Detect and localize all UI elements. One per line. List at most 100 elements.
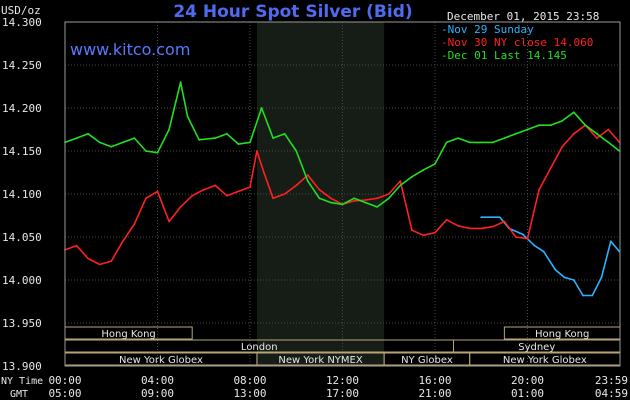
series-point-1 — [283, 193, 286, 195]
y-tick-label: 14.150 — [2, 145, 42, 158]
series-point-0 — [480, 216, 483, 219]
series-point-1 — [133, 223, 136, 226]
x-tick-gmt: 01:00 — [511, 387, 544, 400]
series-point-1 — [468, 227, 471, 230]
series-point-2 — [503, 137, 506, 140]
x-tick-gmt: 09:00 — [141, 387, 174, 400]
series-point-2 — [468, 141, 471, 144]
series-point-1 — [364, 199, 367, 201]
x-tick-ny: 12:00 — [326, 374, 359, 387]
series-point-0 — [600, 276, 603, 279]
x-tick-ny: 00:00 — [48, 374, 81, 387]
series-point-1 — [145, 197, 147, 200]
series-point-1 — [387, 193, 390, 195]
series-point-1 — [607, 128, 610, 131]
series-point-2 — [237, 143, 240, 146]
x-tick-gmt: 05:00 — [48, 387, 81, 400]
series-point-2 — [283, 132, 286, 135]
series-point-0 — [563, 276, 566, 279]
series-point-1 — [272, 197, 275, 200]
series-point-2 — [156, 151, 159, 154]
series-point-1 — [353, 199, 355, 202]
series-point-1 — [214, 184, 217, 187]
x-tick-ny: 08:00 — [233, 374, 266, 387]
series-point-2 — [249, 141, 251, 144]
series-point-2 — [457, 137, 460, 140]
series-point-2 — [422, 169, 425, 171]
series-point-1 — [422, 234, 425, 237]
y-tick-label: 13.900 — [2, 360, 42, 373]
market-label: New York NYMEX — [278, 355, 363, 366]
series-point-2 — [168, 128, 170, 131]
x-tick-gmt: 04:59 — [595, 387, 628, 400]
series-point-2 — [572, 111, 575, 114]
series-point-1 — [561, 145, 564, 148]
series-point-0 — [554, 268, 557, 271]
series-point-2 — [186, 115, 189, 118]
y-tick-label: 14.250 — [2, 59, 42, 72]
chart-title: 24 Hour Spot Silver (Bid) — [173, 2, 412, 22]
series-point-0 — [609, 240, 612, 243]
series-point-2 — [445, 141, 448, 144]
series-point-2 — [306, 180, 309, 183]
series-point-2 — [330, 201, 332, 204]
series-point-2 — [225, 132, 228, 135]
series-point-1 — [595, 137, 598, 140]
series-point-1 — [202, 188, 205, 191]
series-point-1 — [410, 229, 413, 232]
market-label: NY Globex — [401, 355, 453, 366]
series-line-1 — [64, 124, 621, 266]
series-point-1 — [503, 220, 506, 223]
series-point-1 — [249, 186, 251, 189]
series-point-1 — [399, 180, 402, 183]
series-point-1 — [434, 231, 436, 234]
series-point-2 — [376, 206, 379, 208]
series-point-2 — [214, 137, 217, 140]
series-point-2 — [584, 124, 587, 127]
x-tick-ny: 16:00 — [418, 374, 451, 387]
series-point-2 — [198, 138, 201, 141]
series-point-2 — [121, 141, 124, 144]
series-point-1 — [237, 190, 240, 193]
y-tick-label: 13.950 — [2, 317, 42, 330]
series-point-2 — [75, 137, 78, 140]
series-point-2 — [399, 184, 402, 187]
y-axis-label: USD/oz — [1, 4, 41, 17]
series-point-1 — [168, 220, 170, 223]
x-tick-ny: 04:00 — [141, 374, 174, 387]
series-point-2 — [295, 150, 298, 152]
series-point-1 — [121, 240, 124, 243]
series-point-2 — [549, 124, 552, 127]
market-label: Hong Kong — [535, 329, 589, 340]
series-point-2 — [272, 137, 275, 140]
series-point-2 — [387, 197, 390, 200]
series-point-2 — [145, 150, 147, 152]
y-tick-label: 14.000 — [2, 274, 42, 287]
series-point-1 — [75, 244, 78, 247]
x-tick-ny: 23:59 — [595, 374, 628, 387]
x-tick-gmt: 17:00 — [326, 387, 359, 400]
series-point-1 — [330, 197, 332, 200]
series-point-1 — [526, 237, 529, 240]
legend-entry: -Nov 30 NY close 14.060 — [441, 36, 593, 49]
series-point-2 — [410, 175, 413, 178]
x-tick-gmt: 21:00 — [418, 387, 451, 400]
series-point-0 — [498, 216, 501, 219]
x-tick-ny: 20:00 — [511, 374, 544, 387]
series-point-1 — [445, 218, 448, 221]
series-point-1 — [515, 236, 517, 238]
series-point-1 — [538, 188, 540, 191]
watermark-url: www.kitco.com — [70, 40, 190, 59]
series-point-2 — [561, 120, 564, 122]
market-label: London — [241, 342, 278, 353]
y-tick-label: 14.050 — [2, 231, 42, 244]
series-point-1 — [457, 224, 460, 227]
series-point-0 — [542, 250, 545, 253]
series-point-1 — [156, 190, 159, 193]
series-point-2 — [364, 201, 367, 204]
series-point-1 — [98, 263, 101, 266]
series-point-2 — [133, 137, 136, 140]
y-tick-label: 14.200 — [2, 102, 42, 115]
